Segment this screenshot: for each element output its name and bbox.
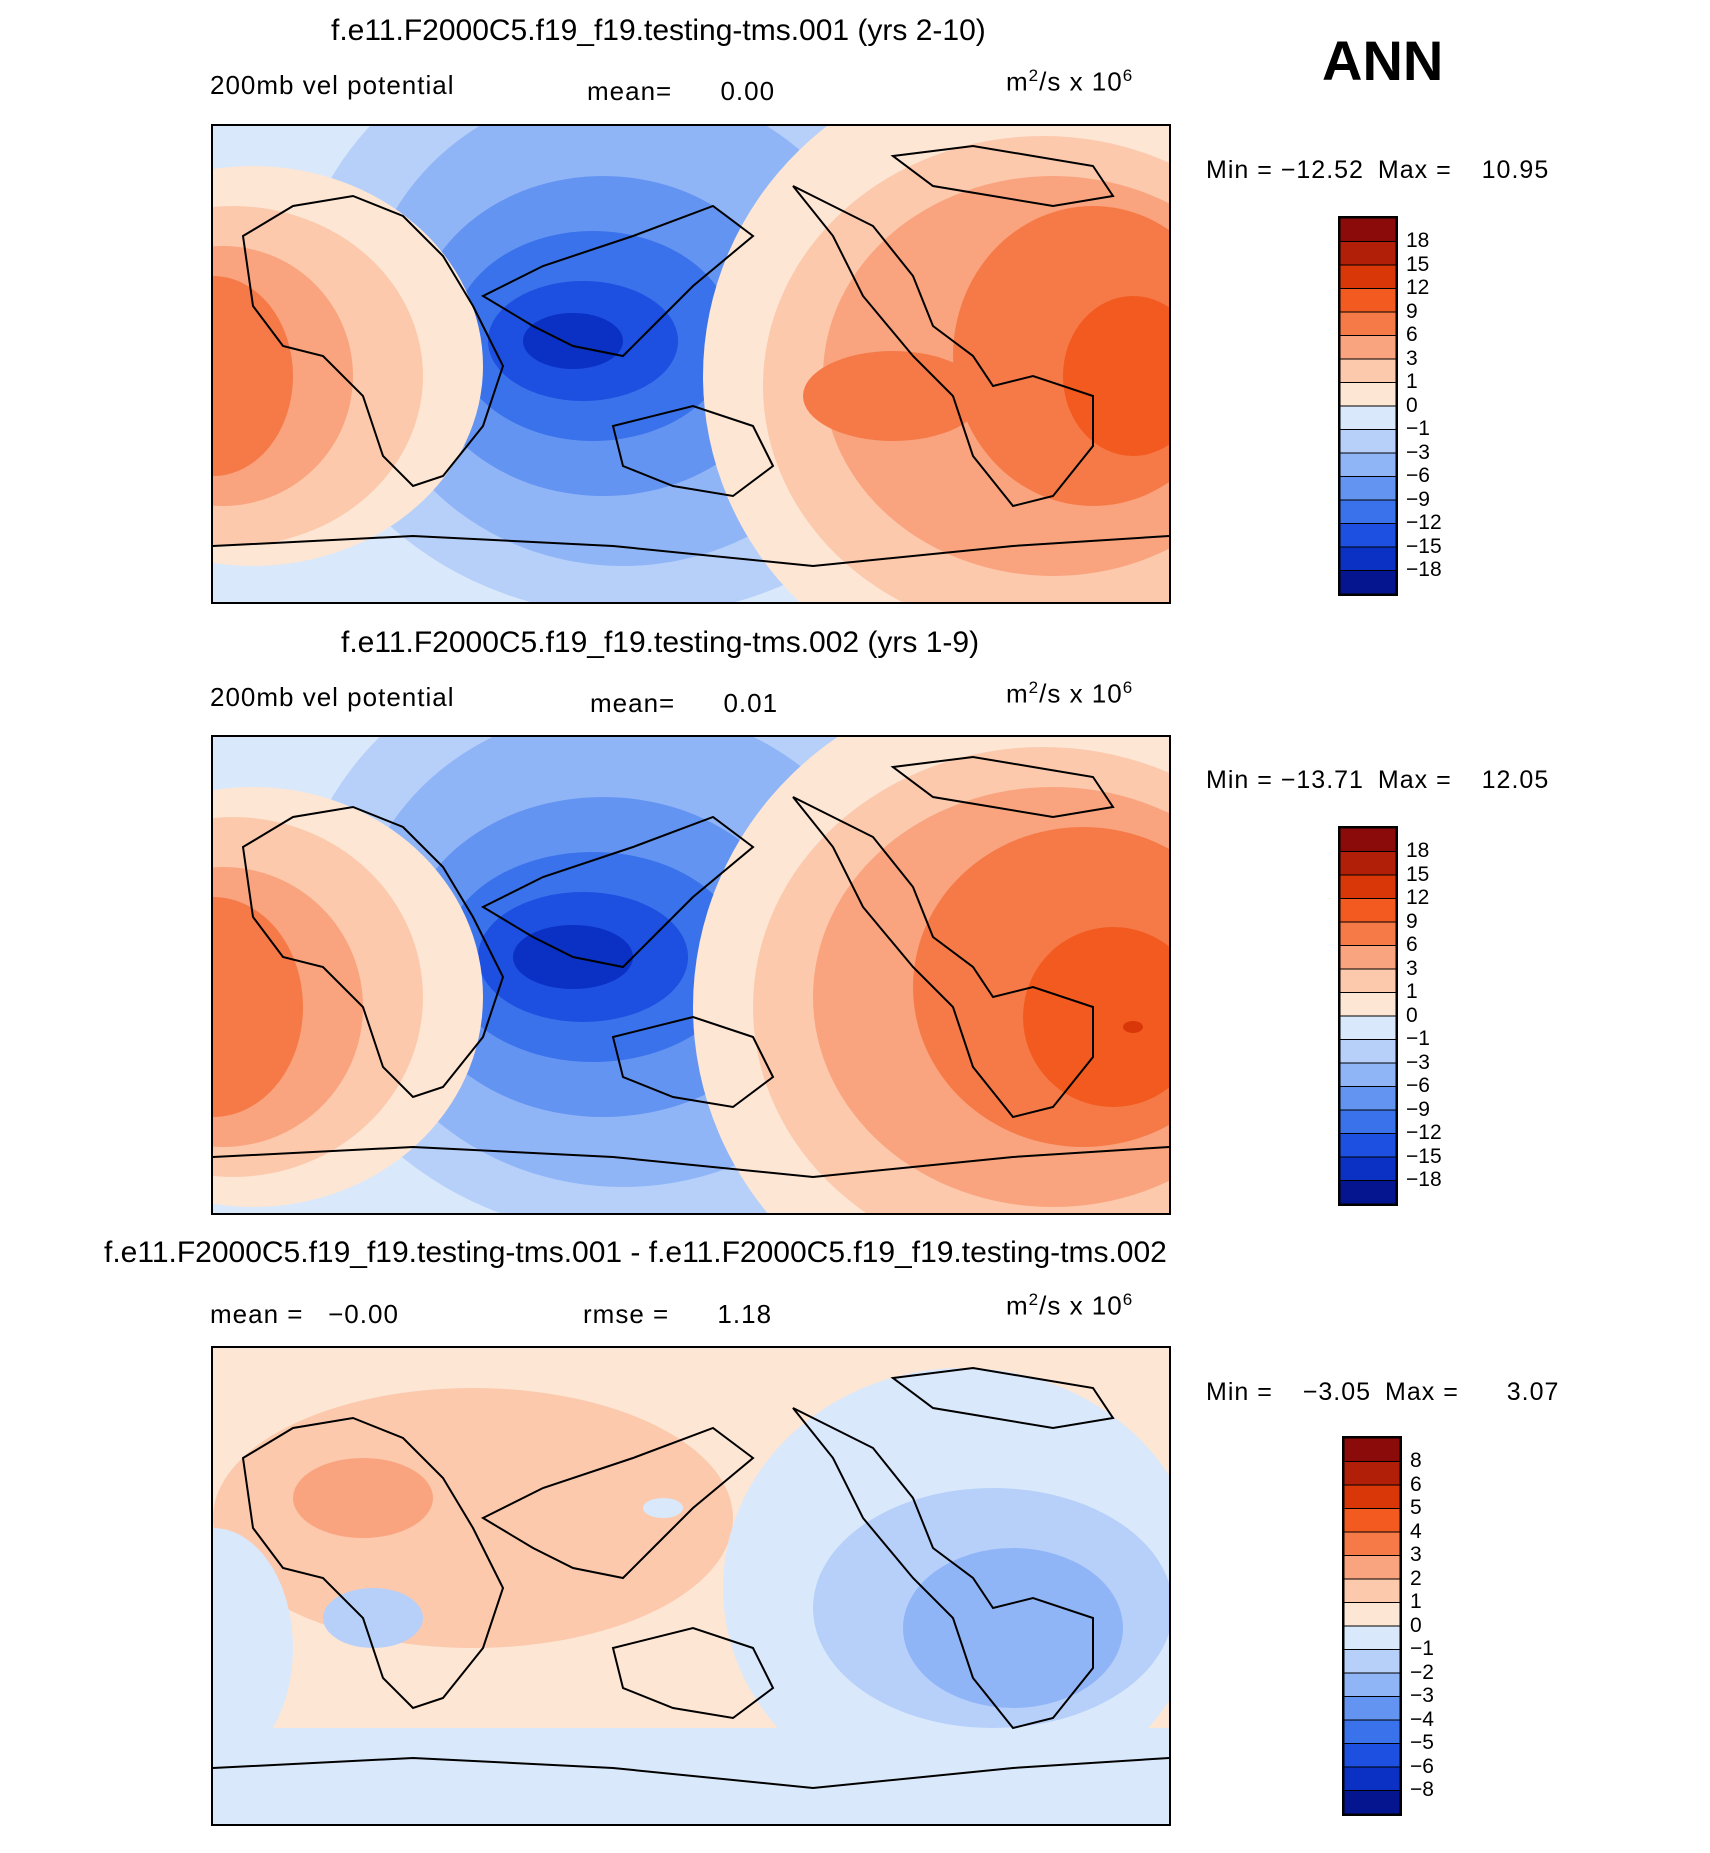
panel-2-max-value: 12.05	[1481, 766, 1550, 794]
panel-1-mean-value: 0.00	[720, 76, 776, 106]
panel-2-cb-label: −1	[1406, 1027, 1430, 1050]
panel-2-cb-label: −18	[1406, 1168, 1442, 1191]
panel-2-cb-label: 15	[1406, 863, 1430, 886]
panel-3-cb-label: 1	[1410, 1590, 1422, 1613]
panel-3-cb-label: 4	[1410, 1520, 1422, 1543]
panel-2-max-label: Max =	[1377, 766, 1452, 794]
panel-2-cb-label: 9	[1406, 910, 1418, 933]
panel-3-cb-label: −2	[1410, 1661, 1434, 1684]
panel-3-units-exp2: 6	[1122, 1290, 1134, 1309]
panel-1-map	[211, 124, 1171, 604]
panel-2-cb-label: −12	[1406, 1121, 1442, 1144]
panel-3-units-mid: /s x 10	[1039, 1290, 1123, 1321]
panel-3-cb-label: −8	[1410, 1778, 1434, 1801]
panel-3-cb-label: 5	[1410, 1496, 1422, 1519]
panel-3-max-value: 3.07	[1506, 1378, 1560, 1406]
panel-1-minmax: Min = −12.52 Max = 10.95	[1206, 156, 1549, 185]
panel-1-cb-label: −18	[1406, 558, 1442, 581]
panel-1-max-value: 10.95	[1481, 156, 1550, 184]
panel-2-min-value: −13.71	[1280, 766, 1364, 794]
panel-2-units-mid: /s x 10	[1039, 678, 1123, 709]
panel-2-units-base: m	[1006, 678, 1029, 709]
panel-2-cb-label: −6	[1406, 1074, 1430, 1097]
panel-2-mean-text: mean=	[590, 688, 676, 718]
panel-1-cb-label: −15	[1406, 535, 1442, 558]
panel-2-cb-label: 18	[1406, 839, 1430, 862]
panel-3-map	[211, 1346, 1171, 1826]
panel-3-mean-label: mean = −0.00	[210, 1299, 399, 1329]
season-label: ANN	[1322, 29, 1444, 92]
panel-2-cb-label: −3	[1406, 1051, 1430, 1074]
panel-2-units-exp2: 6	[1122, 678, 1134, 697]
panel-3-rmse-label: rmse = 1.18	[583, 1299, 772, 1330]
panel-3-cb-label: 8	[1410, 1449, 1422, 1472]
panel-2-title: f.e11.F2000C5.f19_f19.testing-tms.002 (y…	[341, 626, 980, 659]
panel-2-units-exp1: 2	[1028, 678, 1040, 697]
panel-3-units-exp1: 2	[1028, 1290, 1040, 1309]
panel-1-colorbar	[1338, 216, 1398, 596]
panel-3-cb-label: 0	[1410, 1614, 1422, 1637]
panel-3-cb-label: −5	[1410, 1731, 1434, 1754]
panel-2-cb-label: 3	[1406, 957, 1418, 980]
panel-1-cb-label: −12	[1406, 511, 1442, 534]
panel-2-mean-label: mean= 0.01	[590, 688, 778, 719]
panel-2-min-label: Min =	[1206, 766, 1273, 794]
panel-2-variable-label: 200mb vel potential	[210, 682, 455, 712]
panel-1-mean-text: mean=	[587, 76, 673, 106]
panel-3-cb-label: −6	[1410, 1755, 1434, 1778]
panel-1-cb-label: 15	[1406, 253, 1430, 276]
panel-3-min-value: −3.05	[1302, 1378, 1372, 1406]
panel-1-cb-label: 9	[1406, 300, 1418, 323]
panel-1-min-value: −12.52	[1280, 156, 1364, 184]
panel-3-cb-label: −1	[1410, 1637, 1434, 1660]
panel-2-cb-label: 0	[1406, 1004, 1418, 1027]
panel-1-title: f.e11.F2000C5.f19_f19.testing-tms.001 (y…	[331, 14, 986, 47]
panel-1-cb-label: −3	[1406, 441, 1430, 464]
panel-2-cb-label: −15	[1406, 1145, 1442, 1168]
panel-1-cb-label: −6	[1406, 464, 1430, 487]
panel-3-rmse-text: rmse =	[583, 1299, 670, 1329]
panel-3-cb-label: 6	[1410, 1473, 1422, 1496]
panel-3-cb-label: 2	[1410, 1567, 1422, 1590]
panel-1-max-label: Max =	[1377, 156, 1452, 184]
panel-1-cb-label: −9	[1406, 488, 1430, 511]
panel-2-mean-value: 0.01	[723, 688, 779, 718]
panel-2-minmax: Min = −13.71 Max = 12.05	[1206, 766, 1549, 795]
panel-1-cb-label: 0	[1406, 394, 1418, 417]
panel-2-units: m2/s x 106	[1006, 678, 1133, 710]
panel-3-title: f.e11.F2000C5.f19_f19.testing-tms.001 - …	[104, 1236, 1167, 1269]
panel-3-cb-label: −4	[1410, 1708, 1434, 1731]
panel-1-min-label: Min =	[1206, 156, 1273, 184]
panel-2-map	[211, 735, 1171, 1215]
panel-3-units: m2/s x 106	[1006, 1290, 1133, 1322]
panel-1-units-mid: /s x 10	[1039, 66, 1123, 97]
panel-1-mean-label: mean= 0.00	[587, 76, 775, 107]
panel-2-cb-label: 1	[1406, 980, 1418, 1003]
panel-2-cb-label: 12	[1406, 886, 1430, 909]
panel-1-cb-label: 3	[1406, 347, 1418, 370]
panel-2-cb-label: 6	[1406, 933, 1418, 956]
panel-1-units: m2/s x 106	[1006, 66, 1133, 98]
panel-1-cb-label: 18	[1406, 229, 1430, 252]
panel-1-variable-label: 200mb vel potential	[210, 70, 455, 100]
panel-1-cb-label: 6	[1406, 323, 1418, 346]
panel-1-cb-label: 12	[1406, 276, 1430, 299]
panel-3-colorbar	[1342, 1436, 1402, 1816]
panel-3-rmse-value: 1.18	[717, 1299, 773, 1329]
panel-1-cb-label: 1	[1406, 370, 1418, 393]
panel-3-minmax: Min = −3.05 Max = 3.07	[1206, 1378, 1559, 1407]
panel-1-units-exp1: 2	[1028, 66, 1040, 85]
panel-2-colorbar	[1338, 826, 1398, 1206]
panel-1-units-exp2: 6	[1122, 66, 1134, 85]
panel-3-min-label: Min =	[1206, 1378, 1273, 1406]
panel-1-cb-label: −1	[1406, 417, 1430, 440]
panel-1-units-base: m	[1006, 66, 1029, 97]
panel-2-cb-label: −9	[1406, 1098, 1430, 1121]
panel-3-cb-label: −3	[1410, 1684, 1434, 1707]
panel-3-cb-label: 3	[1410, 1543, 1422, 1566]
panel-3-units-base: m	[1006, 1290, 1029, 1321]
panel-3-max-label: Max =	[1385, 1378, 1459, 1406]
